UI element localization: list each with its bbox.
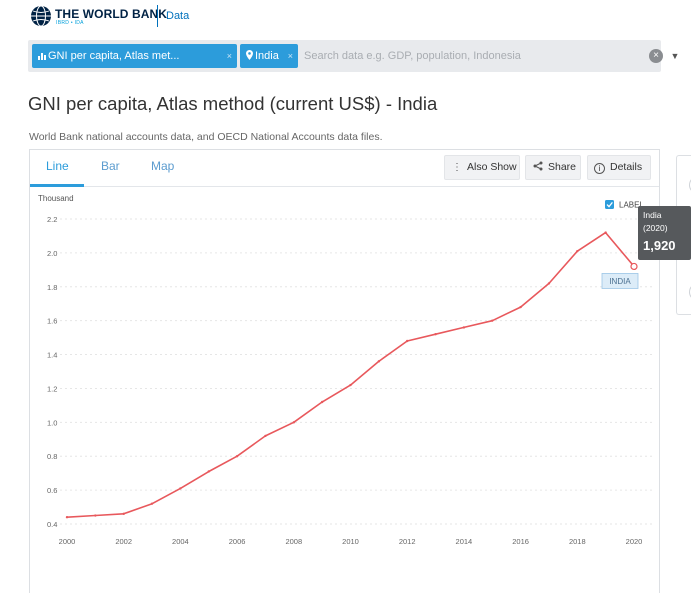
top-bar: THE WORLD BANK IBRD • IDA Data (0, 0, 691, 32)
data-point[interactable] (406, 339, 409, 343)
share-label: Share (548, 161, 577, 173)
data-point[interactable] (94, 514, 97, 517)
source-note: World Bank national accounts data, and O… (29, 131, 383, 143)
also-show-button[interactable]: ⋮ Also Show (444, 155, 520, 180)
vertical-dots-icon: ⋮ (452, 162, 462, 173)
data-point[interactable] (576, 249, 579, 253)
data-point[interactable] (491, 319, 494, 322)
data-point[interactable] (320, 400, 324, 404)
data-point[interactable] (462, 326, 466, 329)
tab-bar[interactable]: Bar (101, 159, 120, 173)
clear-search-icon[interactable]: × (649, 49, 663, 63)
share-button[interactable]: Share (525, 155, 581, 180)
info-icon: i (594, 163, 605, 174)
data-point[interactable] (377, 360, 381, 363)
data-point[interactable] (292, 421, 295, 424)
data-point[interactable] (264, 434, 267, 438)
brand-name[interactable]: THE WORLD BANK (55, 7, 168, 21)
data-point[interactable] (604, 231, 607, 234)
country-chip-label: India (255, 50, 279, 62)
data-point[interactable] (519, 305, 522, 309)
label-checkbox[interactable] (605, 200, 614, 209)
world-bank-globe-icon[interactable] (30, 5, 52, 27)
data-point[interactable] (122, 512, 125, 516)
brand-divider (157, 5, 158, 27)
data-point[interactable] (65, 516, 69, 519)
data-point[interactable] (235, 455, 239, 458)
tab-divider (30, 186, 659, 187)
details-label: Details (610, 161, 643, 173)
share-icon (533, 161, 543, 171)
data-point[interactable] (150, 502, 154, 505)
indicator-chip[interactable]: GNI per capita, Atlas met... × (32, 44, 237, 68)
tab-map[interactable]: Map (151, 159, 175, 173)
data-point[interactable] (547, 282, 551, 285)
search-bar: GNI per capita, Atlas met... × India × ×… (28, 40, 679, 72)
active-tab-indicator (30, 184, 84, 187)
bar-chart-icon (38, 53, 46, 60)
side-card (676, 155, 691, 315)
indicator-chip-label: GNI per capita, Atlas met... (48, 50, 180, 62)
data-point[interactable] (207, 470, 210, 473)
data-point[interactable] (179, 487, 182, 490)
data-point[interactable] (349, 383, 352, 387)
search-input[interactable] (304, 44, 634, 68)
data-link[interactable]: Data (166, 10, 190, 22)
indicator-chip-remove-icon[interactable]: × (226, 51, 232, 61)
brand-subtitle: IBRD • IDA (56, 20, 84, 26)
data-point-highlighted[interactable] (630, 262, 638, 271)
tab-line[interactable]: Line (46, 159, 69, 173)
chart-panel: Line Bar Map ⋮ Also Show Share i Details (29, 149, 660, 593)
page-title: GNI per capita, Atlas method (current US… (28, 93, 438, 114)
location-pin-icon (246, 50, 253, 60)
country-chip-remove-icon[interactable]: × (287, 51, 293, 61)
country-chip[interactable]: India × (240, 44, 298, 68)
chevron-down-icon[interactable]: ▼ (670, 51, 680, 61)
data-point[interactable] (434, 333, 437, 336)
details-button[interactable]: i Details (587, 155, 651, 180)
also-show-label: Also Show (467, 161, 517, 173)
